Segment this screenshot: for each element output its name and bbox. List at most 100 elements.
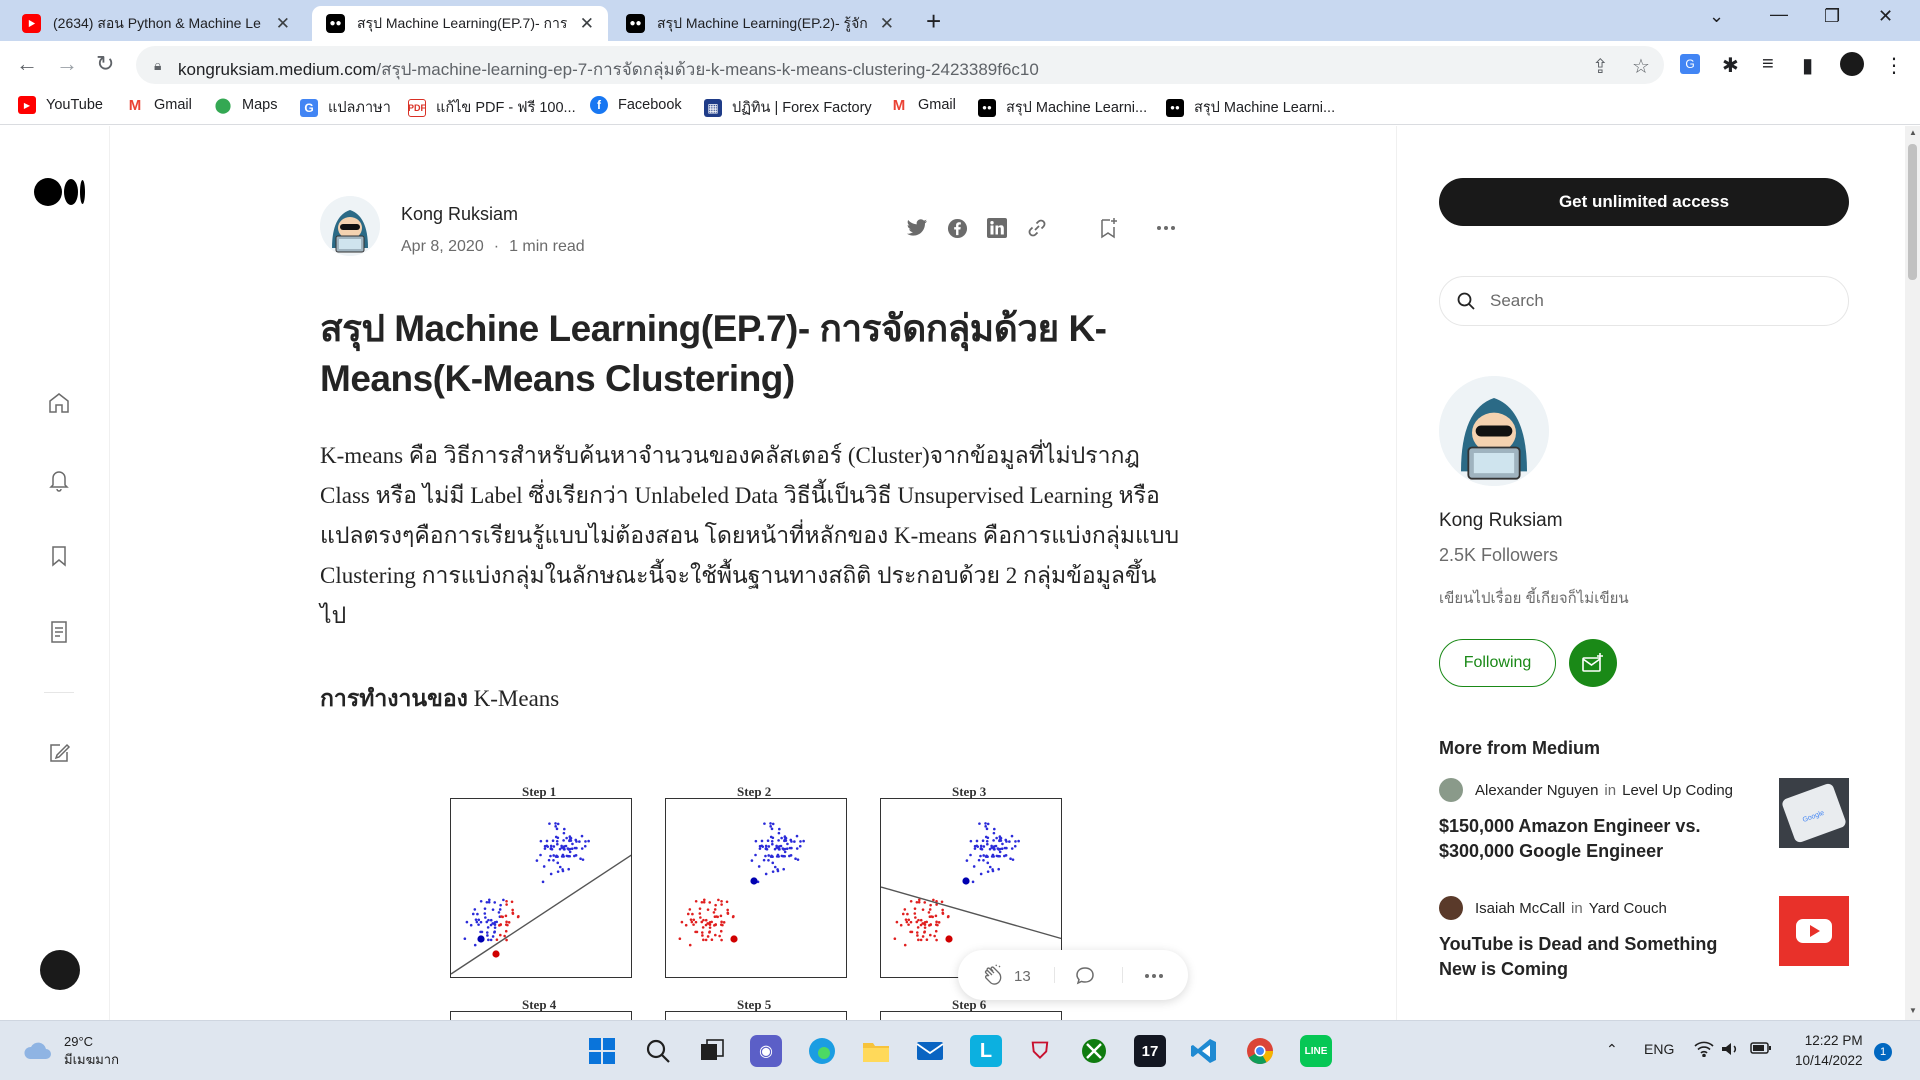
- notifications-bell-icon[interactable]: [46, 467, 72, 493]
- scatter-point: [969, 839, 973, 843]
- system-clock[interactable]: 12:22 PM 10/14/2022: [1795, 1031, 1863, 1071]
- story-author-avatar[interactable]: [1439, 778, 1463, 802]
- learn-app-icon[interactable]: L: [970, 1035, 1002, 1067]
- following-button[interactable]: Following: [1439, 639, 1556, 687]
- close-tab-icon[interactable]: ✕: [879, 13, 894, 33]
- file-explorer-icon[interactable]: [860, 1035, 892, 1067]
- close-tab-icon[interactable]: ✕: [275, 13, 290, 33]
- mcafee-icon[interactable]: ⛉: [1031, 1038, 1049, 1063]
- more-options-icon[interactable]: [1154, 216, 1178, 240]
- more-actions-button[interactable]: [1142, 964, 1166, 988]
- bookmark-star-icon[interactable]: ☆: [1632, 56, 1650, 78]
- linkedin-share-icon[interactable]: [985, 216, 1009, 240]
- bookmark-gmail-2[interactable]: M Gmail: [890, 96, 956, 114]
- scroll-up-arrow-icon[interactable]: ▲: [1909, 128, 1917, 137]
- lists-bookmark-icon[interactable]: [46, 543, 72, 569]
- address-bar[interactable]: 🔒︎ kongruksiam.medium.com/สรุป-machine-l…: [136, 46, 1664, 84]
- twitter-share-icon[interactable]: [905, 216, 929, 240]
- chrome-icon[interactable]: [1244, 1035, 1276, 1067]
- author-profile-name[interactable]: Kong Ruksiam: [1439, 510, 1563, 531]
- story-title[interactable]: $150,000 Amazon Engineer vs. $300,000 Go…: [1439, 816, 1701, 861]
- language-indicator[interactable]: ENG: [1644, 1041, 1675, 1057]
- stories-icon[interactable]: [46, 619, 72, 645]
- reload-button[interactable]: ↻: [96, 51, 115, 76]
- tab-medium-ep2[interactable]: ●● สรุป Machine Learning(EP.2)- รู้จัก ✕: [612, 6, 908, 41]
- story-author[interactable]: Isaiah McCall: [1475, 899, 1566, 917]
- new-tab-button[interactable]: +: [926, 6, 942, 36]
- show-hidden-icons-icon[interactable]: ⌃: [1606, 1041, 1618, 1057]
- bookmark-medium-2[interactable]: ●● สรุป Machine Learni...: [1166, 96, 1335, 119]
- translate-extension-icon[interactable]: G: [1680, 51, 1700, 74]
- start-icon[interactable]: [586, 1035, 618, 1067]
- story-publication[interactable]: Level Up Coding: [1622, 781, 1734, 799]
- task-view-icon[interactable]: [696, 1035, 728, 1067]
- share-icon[interactable]: ⇪: [1592, 56, 1609, 78]
- scatter-point: [986, 822, 990, 826]
- xbox-icon[interactable]: [1078, 1035, 1110, 1067]
- forward-button[interactable]: →: [56, 51, 78, 76]
- media-control-icon[interactable]: ≡: [1762, 53, 1774, 75]
- mail-icon[interactable]: [914, 1035, 946, 1067]
- google-phone-thumb[interactable]: Google: [1779, 778, 1849, 848]
- get-unlimited-access-button[interactable]: Get unlimited access: [1439, 178, 1849, 226]
- youtube-thumb[interactable]: [1779, 896, 1849, 966]
- bookmark-pdf[interactable]: PDF แก้ไข PDF - ฟรี 100...: [408, 96, 576, 119]
- bookmark-forex-factory[interactable]: ▦ ปฏิทิน | Forex Factory: [704, 96, 872, 119]
- url-text[interactable]: kongruksiam.medium.com/สรุป-machine-lear…: [178, 56, 1039, 83]
- write-icon[interactable]: [46, 740, 72, 766]
- user-avatar[interactable]: [40, 950, 80, 990]
- search-input[interactable]: Search: [1439, 276, 1849, 326]
- extensions-icon[interactable]: ✱: [1722, 55, 1739, 77]
- close-tab-icon[interactable]: ✕: [579, 13, 594, 33]
- author-profile-avatar[interactable]: [1439, 376, 1549, 486]
- facebook-share-icon[interactable]: [945, 216, 969, 240]
- vscode-icon[interactable]: [1188, 1035, 1220, 1067]
- home-icon[interactable]: [46, 390, 72, 416]
- bookmark-translate[interactable]: G แปลภาษา: [300, 96, 391, 119]
- copy-link-icon[interactable]: [1025, 216, 1049, 240]
- side-panel-icon[interactable]: ▮: [1802, 55, 1814, 77]
- bookmark-maps[interactable]: ⬤ Maps: [214, 96, 278, 114]
- line-app-icon[interactable]: LINE: [1300, 1035, 1332, 1067]
- back-button[interactable]: ←: [16, 51, 38, 76]
- bookmark-gmail[interactable]: M Gmail: [126, 96, 192, 114]
- close-window-button[interactable]: ✕: [1878, 6, 1894, 26]
- tab-youtube[interactable]: (2634) สอน Python & Machine Le ✕: [8, 6, 304, 41]
- bookmark-medium-1[interactable]: ●● สรุป Machine Learni...: [978, 96, 1147, 119]
- edge-icon[interactable]: [806, 1035, 838, 1067]
- wifi-icon[interactable]: [1694, 1041, 1714, 1060]
- story-author-avatar[interactable]: [1439, 896, 1463, 920]
- notification-badge[interactable]: 1: [1874, 1043, 1892, 1061]
- bookmark-youtube[interactable]: ▶ YouTube: [18, 96, 103, 114]
- clap-button[interactable]: 13: [982, 964, 1031, 988]
- tradingview-icon[interactable]: 17: [1134, 1035, 1166, 1067]
- medium-logo[interactable]: [34, 178, 85, 206]
- bookmark-facebook[interactable]: f Facebook: [590, 96, 682, 114]
- weather-widget[interactable]: 29°C มีเมฆมาก: [22, 1033, 119, 1069]
- story-title[interactable]: YouTube is Dead and Something New is Com…: [1439, 934, 1718, 979]
- profile-avatar[interactable]: [1840, 52, 1864, 76]
- lock-icon[interactable]: 🔒︎: [154, 57, 162, 73]
- followers-count[interactable]: 2.5K Followers: [1439, 545, 1559, 565]
- author-avatar[interactable]: [320, 196, 380, 256]
- scatter-point: [784, 836, 788, 840]
- scatter-point: [794, 857, 797, 861]
- story-author[interactable]: Alexander Nguyen: [1475, 781, 1599, 799]
- minimize-button[interactable]: —: [1770, 4, 1788, 24]
- author-name[interactable]: Kong Ruksiam: [401, 204, 519, 224]
- subscribe-email-button[interactable]: [1569, 639, 1617, 687]
- scroll-down-arrow-icon[interactable]: ▼: [1909, 1006, 1917, 1015]
- volume-icon[interactable]: [1720, 1041, 1740, 1060]
- search-icon[interactable]: [642, 1035, 674, 1067]
- save-bookmark-icon[interactable]: [1096, 216, 1120, 240]
- teams-chat-icon[interactable]: ◉: [750, 1035, 782, 1067]
- responses-button[interactable]: [1073, 964, 1097, 988]
- restore-button[interactable]: ❐: [1824, 6, 1841, 26]
- battery-icon[interactable]: [1750, 1041, 1772, 1058]
- page-scrollbar[interactable]: ▲ ▼: [1905, 126, 1920, 1020]
- tab-medium-ep7[interactable]: ●● สรุป Machine Learning(EP.7)- การ ✕: [312, 6, 608, 41]
- tab-search-icon[interactable]: ⌄: [1709, 6, 1725, 26]
- story-publication[interactable]: Yard Couch: [1588, 899, 1667, 917]
- scroll-thumb[interactable]: [1908, 144, 1917, 280]
- chrome-menu-icon[interactable]: ⋮: [1884, 55, 1904, 77]
